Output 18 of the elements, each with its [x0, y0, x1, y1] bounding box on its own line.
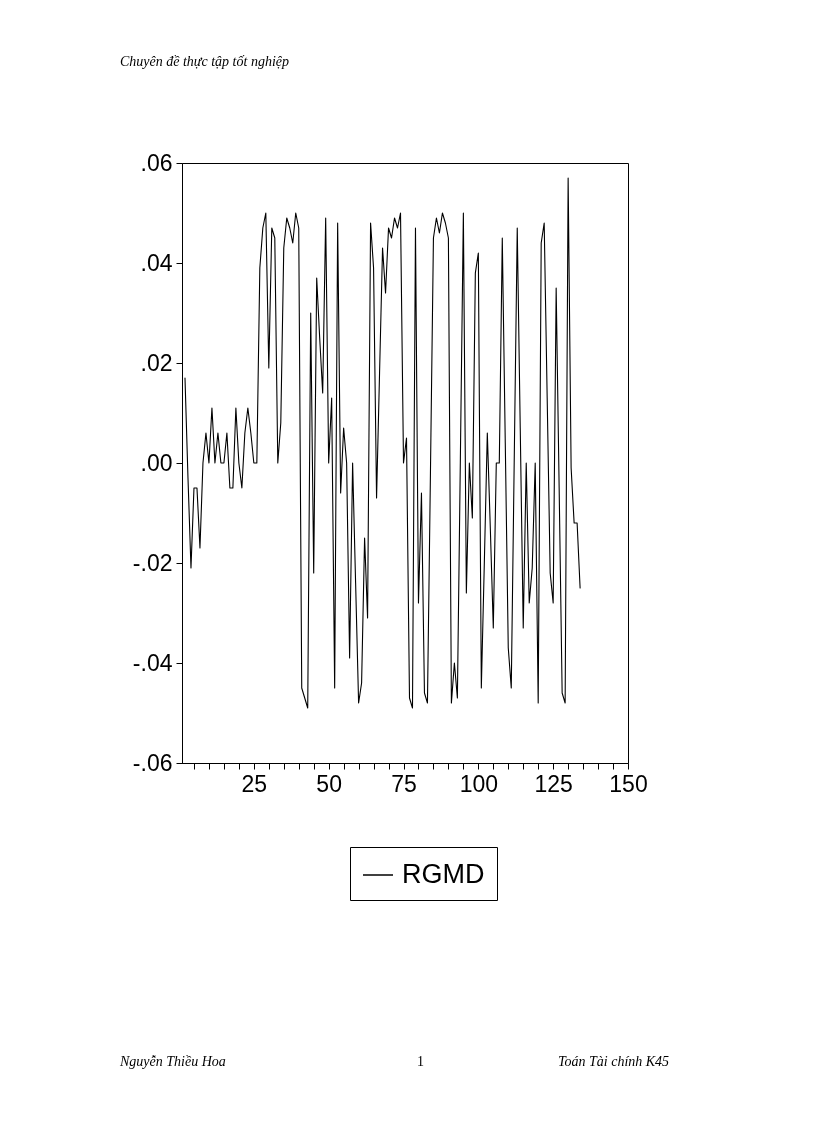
- text: 1: [417, 1054, 424, 1070]
- y-tick-label: .00: [140, 449, 173, 476]
- text: Chuyên đề thực tập tốt nghiệp: [120, 54, 289, 70]
- y-tick-label: -.02: [132, 549, 173, 576]
- y-tick-label: .06: [140, 149, 173, 176]
- y-tick-label: -.06: [132, 749, 173, 776]
- legend-label: RGMD: [402, 859, 485, 889]
- x-tick-label: 75: [391, 770, 417, 797]
- x-tick-label: 50: [316, 770, 342, 797]
- text: Toán Tài chính K45: [558, 1054, 670, 1070]
- y-tick-label: .04: [140, 249, 173, 276]
- y-tick-label: -.04: [132, 649, 173, 676]
- text: Nguyễn Thiều Hoa: [120, 1054, 226, 1070]
- x-tick-label: 100: [459, 770, 499, 797]
- x-tick-label: 125: [534, 770, 573, 797]
- x-tick-label: 25: [241, 770, 268, 797]
- x-tick-label: 150: [609, 770, 648, 797]
- y-tick-label: .02: [140, 349, 173, 376]
